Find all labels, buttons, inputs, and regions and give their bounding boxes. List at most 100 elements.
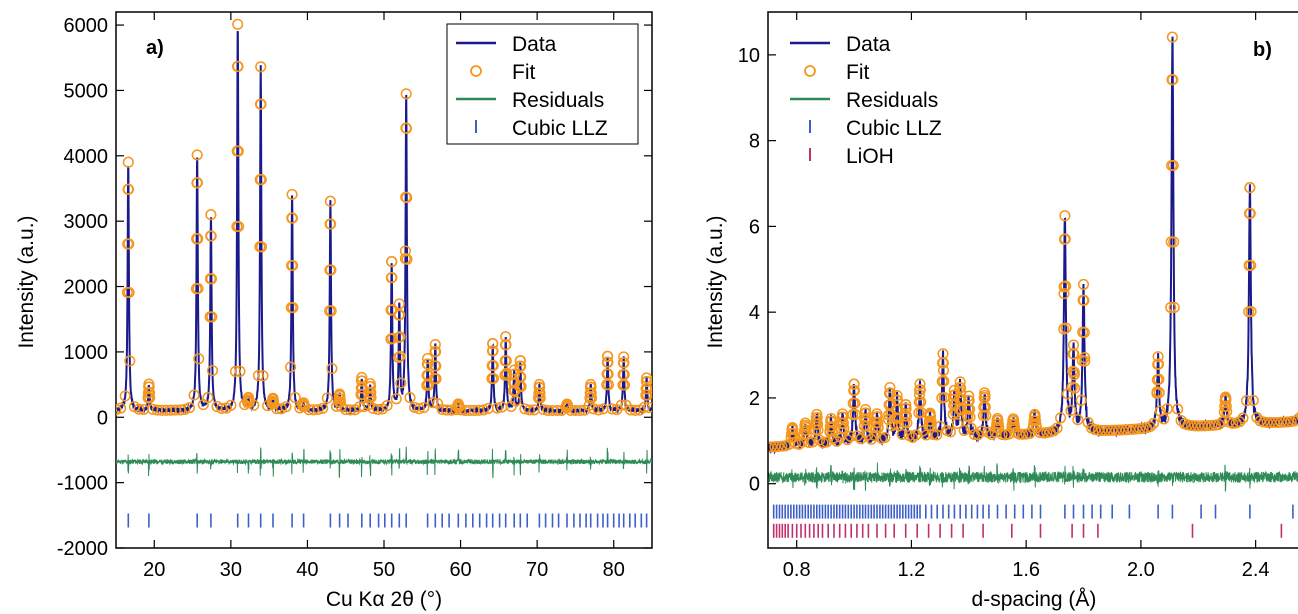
fit-point <box>643 401 652 413</box>
fit-point <box>1068 348 1080 360</box>
y-tick-label: 0 <box>97 407 108 429</box>
fit-point <box>487 372 500 385</box>
x-tick-label: 1.2 <box>898 559 926 581</box>
fit-point <box>964 411 976 423</box>
fit-point <box>501 369 513 381</box>
fit-point <box>618 379 631 391</box>
x-tick-label: 60 <box>449 559 471 581</box>
fit-point <box>255 98 267 110</box>
fit-point <box>430 346 442 358</box>
fit-point <box>404 392 416 404</box>
fit-point <box>202 392 214 404</box>
fit-point <box>1008 421 1021 433</box>
fit-point <box>891 389 903 402</box>
fit-point <box>133 403 145 415</box>
fit-point <box>123 238 135 250</box>
fit-point <box>1029 410 1041 423</box>
fit-point <box>1245 306 1257 318</box>
fit-point <box>1048 425 1060 437</box>
fit-point <box>1077 278 1090 290</box>
fit-point <box>811 412 823 424</box>
fit-point <box>602 368 614 380</box>
fit-point <box>592 404 604 416</box>
fit-point <box>255 61 267 73</box>
fit-point <box>1244 182 1256 194</box>
fit-point <box>255 241 268 253</box>
fit-point <box>944 426 956 438</box>
fit-point <box>1264 416 1277 429</box>
legend-label-data: Data <box>512 33 557 56</box>
fit-point <box>1068 366 1080 378</box>
fit-point <box>268 398 280 410</box>
fit-point <box>144 392 156 404</box>
fit-point <box>427 397 439 409</box>
x-axis-title: d-spacing (Å) <box>972 588 1097 611</box>
fit-point <box>372 403 384 415</box>
fit-point <box>606 403 618 415</box>
fit-point <box>334 396 346 408</box>
fit-point <box>925 420 937 432</box>
fit-point <box>1199 420 1211 432</box>
fit-point <box>394 331 406 343</box>
fit-point <box>915 396 927 408</box>
y-tick-label: 8 <box>749 131 760 153</box>
fit-point <box>585 387 597 399</box>
panel-a-marks <box>116 18 652 528</box>
fit-point <box>849 397 861 409</box>
legend-label-data: Data <box>846 33 891 56</box>
fit-point <box>848 378 860 390</box>
fit-point <box>574 404 586 417</box>
fit-point <box>1152 351 1164 363</box>
fit-point <box>508 368 520 380</box>
fit-point <box>365 391 377 404</box>
fit-point <box>787 427 799 440</box>
plot-frame <box>767 11 1298 549</box>
fit-point <box>884 381 896 394</box>
fit-point <box>585 381 597 393</box>
fit-point <box>289 392 301 404</box>
fit-point <box>364 381 377 393</box>
fit-point <box>1245 259 1257 271</box>
fit-point <box>1069 382 1081 394</box>
fit-point <box>116 404 122 416</box>
fit-point <box>1172 403 1184 415</box>
fit-point <box>321 392 333 404</box>
fit-point <box>1060 280 1072 292</box>
residuals-line <box>768 462 1298 492</box>
y-tick-label: 3000 <box>64 211 109 233</box>
fit-point <box>394 350 406 362</box>
fit-point <box>859 403 872 416</box>
legend-label-llz: Cubic LLZ <box>512 117 608 140</box>
fit-point <box>500 331 512 343</box>
fit-point <box>812 418 824 430</box>
fit-point <box>429 338 441 351</box>
fit-point <box>872 417 884 429</box>
fit-point <box>958 424 970 436</box>
fit-point <box>1075 394 1087 406</box>
legend: Data Fit Residuals Cubic LLZ <box>446 23 639 145</box>
fit-point <box>1213 418 1225 431</box>
fit-point <box>979 401 991 413</box>
fit-point <box>838 423 850 435</box>
y-tick-label: 0 <box>749 474 760 496</box>
fit-point <box>1123 423 1135 436</box>
fit-point <box>841 434 853 446</box>
fit-point <box>317 402 329 414</box>
fit-point <box>1147 417 1160 429</box>
legend-label-lioh: LiOH <box>846 145 894 168</box>
y-tick-label: -2000 <box>57 538 108 560</box>
fit-point <box>1134 423 1146 435</box>
fit-point <box>386 256 398 268</box>
fit-point <box>206 311 218 323</box>
fit-point <box>325 264 337 276</box>
fit-point <box>192 282 204 295</box>
fit-point <box>422 352 434 365</box>
fit-point <box>1153 373 1165 385</box>
fit-point <box>124 355 136 367</box>
fit-point <box>123 286 135 299</box>
x-tick-label: 1.6 <box>1012 559 1040 581</box>
fit-point <box>122 156 134 168</box>
fit-point <box>393 298 405 310</box>
y-tick-label: 1000 <box>64 342 109 364</box>
